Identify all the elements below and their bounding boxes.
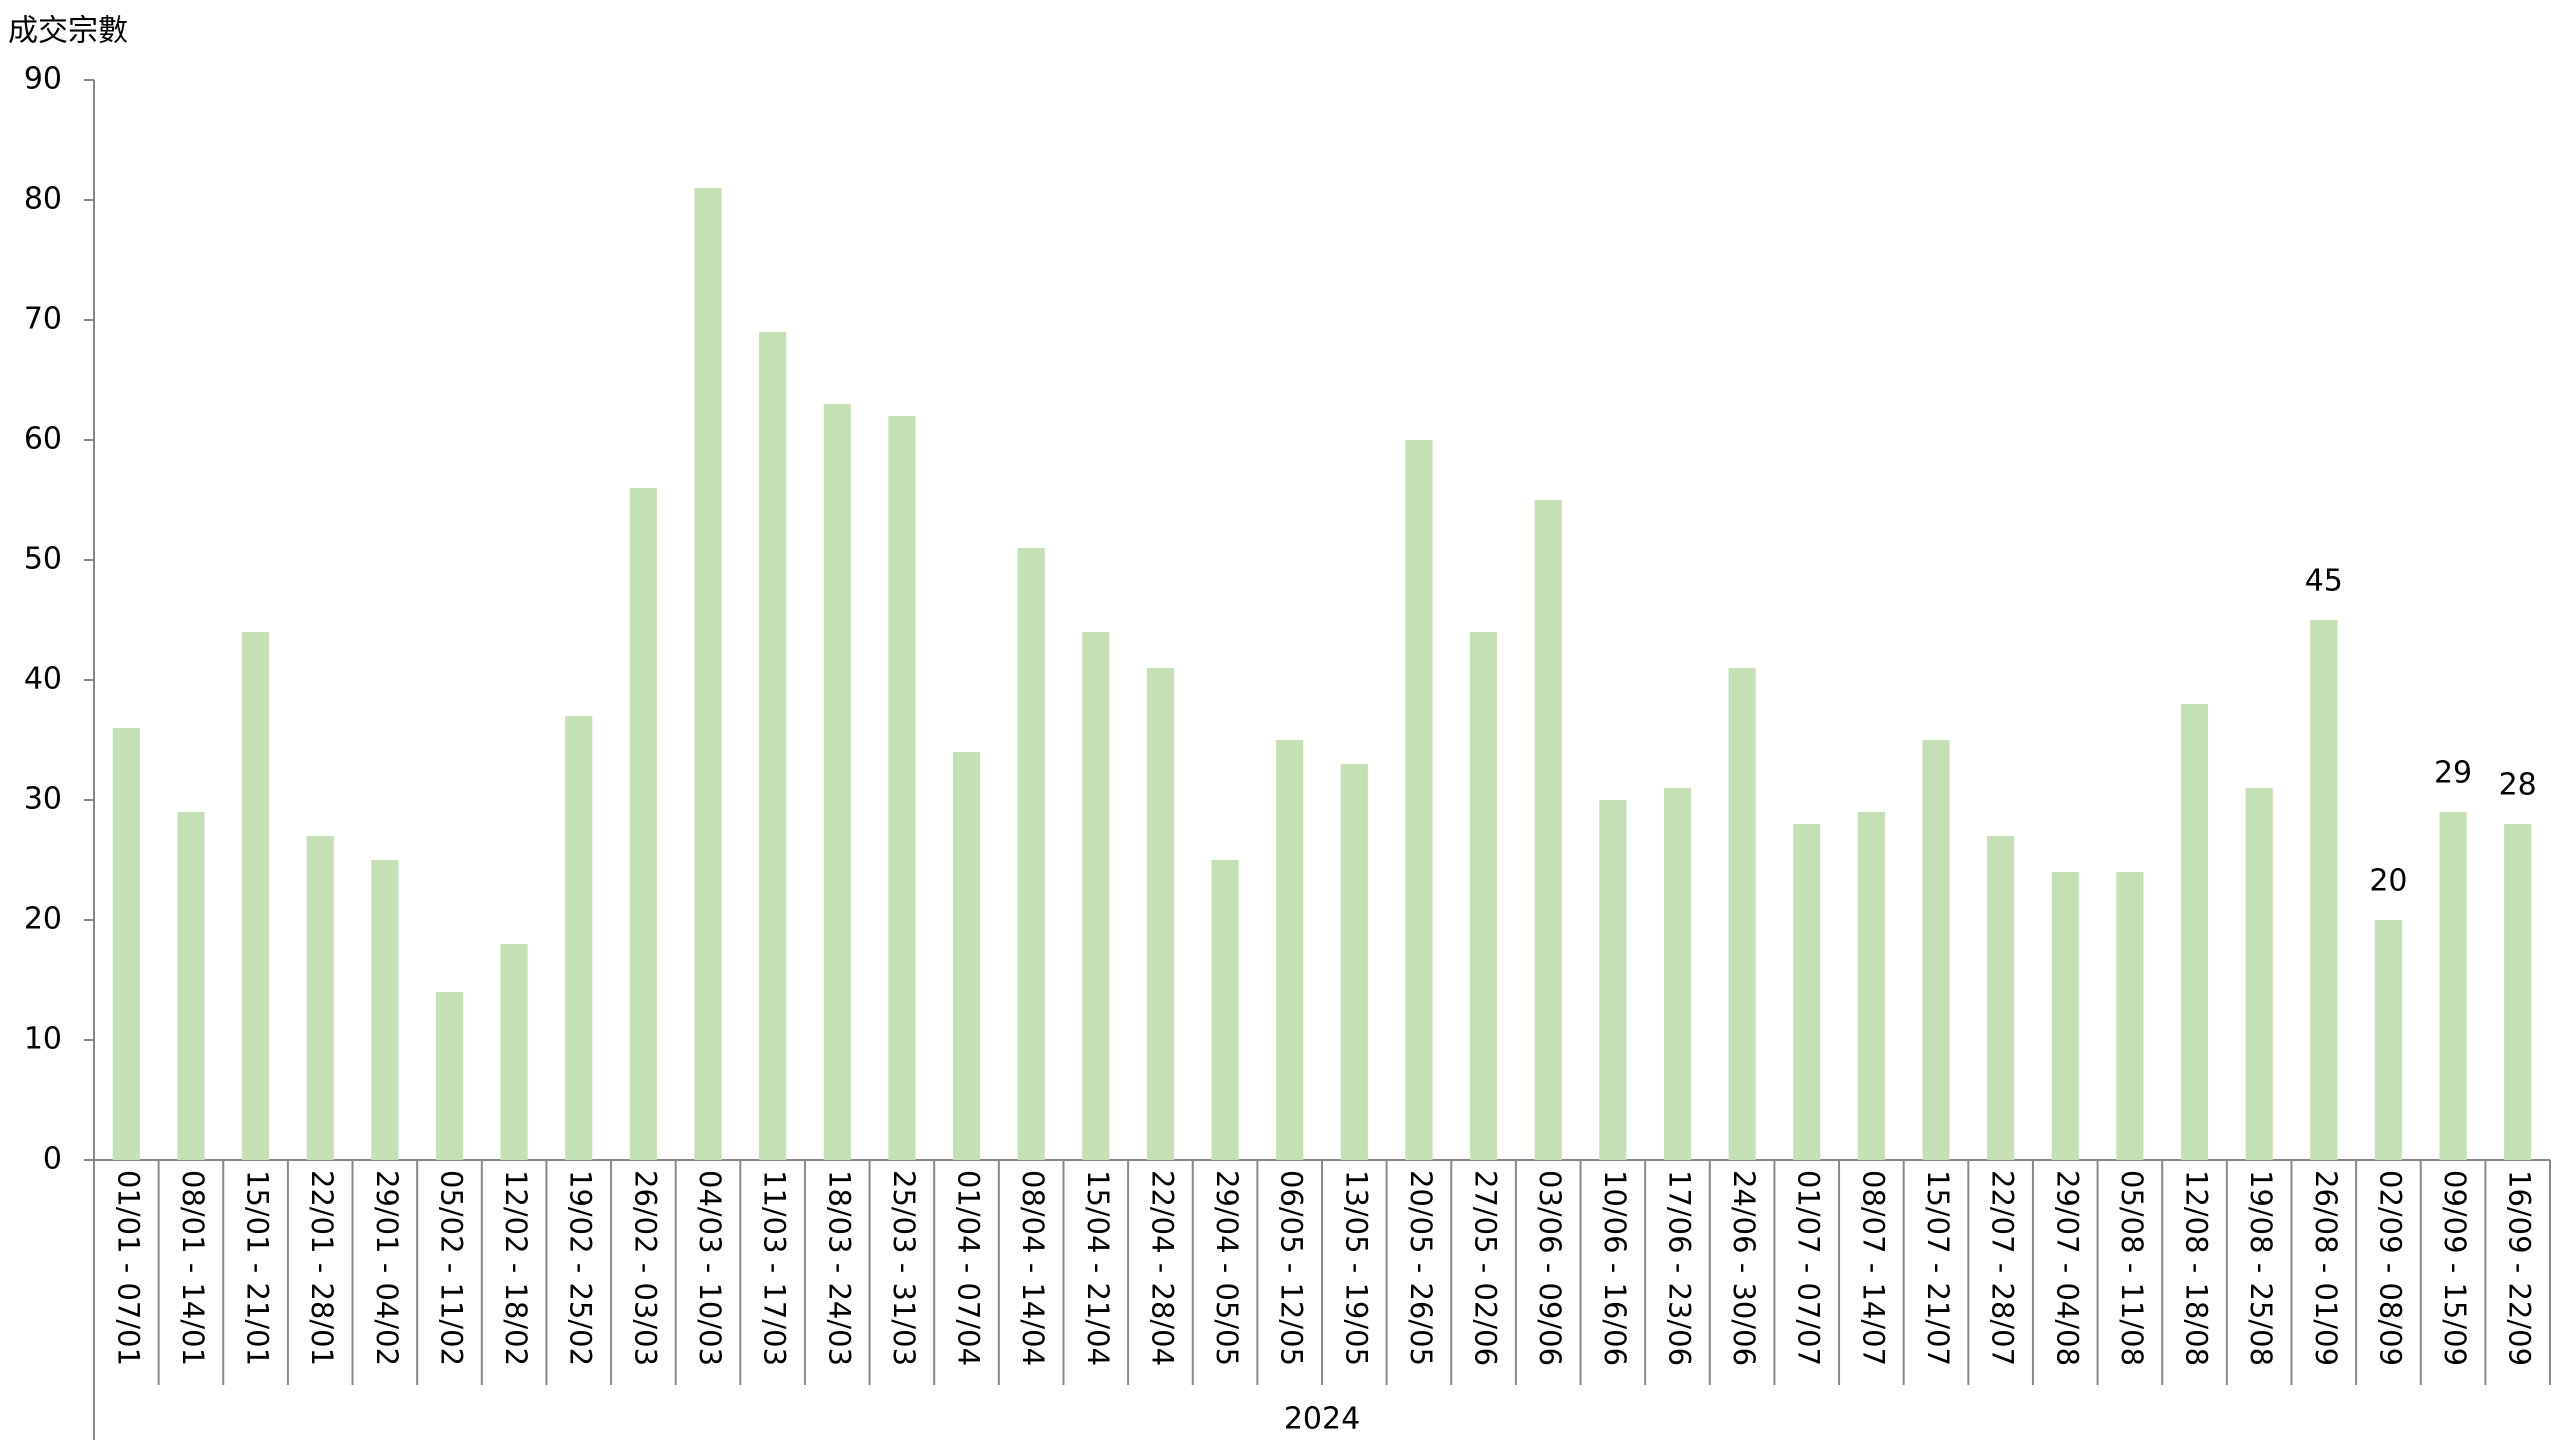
bar xyxy=(694,188,722,1160)
bar xyxy=(435,992,464,1160)
data-label: 45 xyxy=(2305,564,2343,599)
y-tick-label: 30 xyxy=(24,782,62,817)
bar xyxy=(629,488,657,1160)
x-tick-label: 09/09 - 15/09 xyxy=(2438,1170,2472,1366)
x-tick-label: 01/01 - 07/01 xyxy=(111,1170,145,1366)
x-tick-label: 06/05 - 12/05 xyxy=(1275,1170,1309,1366)
bar xyxy=(1405,440,1433,1160)
x-tick-label: 10/06 - 16/06 xyxy=(1598,1170,1632,1366)
bar xyxy=(1922,740,1950,1160)
data-label: 20 xyxy=(2369,864,2407,899)
bar xyxy=(2439,812,2467,1160)
bar xyxy=(306,836,334,1160)
y-tick-label: 90 xyxy=(24,62,62,97)
bar xyxy=(2245,788,2273,1160)
x-tick-label: 22/04 - 28/04 xyxy=(1145,1170,1179,1366)
bar xyxy=(2310,620,2338,1160)
y-tick-label: 20 xyxy=(24,902,62,937)
x-tick-label: 11/03 - 17/03 xyxy=(758,1170,792,1366)
bar xyxy=(1793,824,1821,1160)
x-tick-label: 26/08 - 01/09 xyxy=(2309,1170,2343,1366)
bar xyxy=(500,944,528,1160)
bar xyxy=(759,332,787,1160)
x-tick-label: 19/08 - 25/08 xyxy=(2244,1170,2278,1366)
bar xyxy=(1857,812,1885,1160)
y-tick-label: 70 xyxy=(24,302,62,337)
bar xyxy=(242,632,270,1160)
data-label: 28 xyxy=(2499,768,2537,803)
bar xyxy=(1599,800,1627,1160)
x-tick-label: 08/07 - 14/07 xyxy=(1856,1170,1890,1366)
group-label: 2024 xyxy=(1284,1402,1360,1437)
bar xyxy=(2504,824,2532,1160)
x-tick-label: 22/01 - 28/01 xyxy=(305,1170,339,1366)
y-tick-label: 10 xyxy=(24,1022,62,1057)
x-tick-label: 04/03 - 10/03 xyxy=(693,1170,727,1366)
bar xyxy=(1276,740,1304,1160)
y-axis-title: 成交宗數 xyxy=(8,14,128,49)
x-tick-label: 12/08 - 18/08 xyxy=(2180,1170,2214,1366)
bar xyxy=(1987,836,2015,1160)
x-tick-label: 02/09 - 08/09 xyxy=(2373,1170,2407,1366)
bar xyxy=(1340,764,1368,1160)
x-tick-label: 26/02 - 03/03 xyxy=(628,1170,662,1366)
bar xyxy=(1146,668,1174,1160)
x-tick-label: 12/02 - 18/02 xyxy=(499,1170,533,1366)
x-tick-label: 20/05 - 26/05 xyxy=(1404,1170,1438,1366)
bar xyxy=(112,728,140,1160)
x-tick-label: 29/07 - 04/08 xyxy=(2050,1170,2084,1366)
x-tick-label: 29/04 - 05/05 xyxy=(1210,1170,1244,1366)
x-tick-label: 01/07 - 07/07 xyxy=(1792,1170,1826,1366)
bar xyxy=(371,860,399,1160)
y-tick-label: 40 xyxy=(24,662,62,697)
y-tick-label: 60 xyxy=(24,422,62,457)
x-tick-label: 05/02 - 11/02 xyxy=(434,1170,468,1366)
x-tick-label: 24/06 - 30/06 xyxy=(1727,1170,1761,1366)
x-tick-label: 25/03 - 31/03 xyxy=(887,1170,921,1366)
bar xyxy=(888,416,916,1160)
bar xyxy=(2051,872,2079,1160)
y-tick-label: 0 xyxy=(43,1142,62,1177)
x-tick-label: 03/06 - 09/06 xyxy=(1533,1170,1567,1366)
bar xyxy=(565,716,593,1160)
x-tick-label: 19/02 - 25/02 xyxy=(564,1170,598,1366)
x-tick-label: 16/09 - 22/09 xyxy=(2503,1170,2537,1366)
x-tick-label: 15/01 - 21/01 xyxy=(241,1170,275,1366)
y-tick-label: 50 xyxy=(24,542,62,577)
x-tick-label: 29/01 - 04/02 xyxy=(370,1170,404,1366)
bar xyxy=(1017,548,1045,1160)
bar xyxy=(2116,872,2144,1160)
bar xyxy=(823,404,851,1160)
bar xyxy=(952,752,981,1160)
bar xyxy=(1470,632,1498,1160)
x-tick-label: 08/04 - 14/04 xyxy=(1016,1170,1050,1366)
x-tick-label: 27/05 - 02/06 xyxy=(1469,1170,1503,1366)
bar xyxy=(1211,860,1239,1160)
bar xyxy=(1534,500,1562,1160)
bar xyxy=(1663,788,1692,1160)
x-tick-label: 22/07 - 28/07 xyxy=(1986,1170,2020,1366)
x-tick-label: 15/04 - 21/04 xyxy=(1081,1170,1115,1366)
x-tick-label: 17/06 - 23/06 xyxy=(1662,1170,1696,1366)
x-tick-label: 13/05 - 19/05 xyxy=(1339,1170,1373,1366)
y-tick-label: 80 xyxy=(24,182,62,217)
bar xyxy=(2180,704,2209,1160)
bar xyxy=(177,812,205,1160)
x-tick-label: 05/08 - 11/08 xyxy=(2115,1170,2149,1366)
bar xyxy=(1082,632,1110,1160)
data-label: 29 xyxy=(2434,756,2472,791)
x-tick-label: 18/03 - 24/03 xyxy=(822,1170,856,1366)
x-tick-label: 08/01 - 14/01 xyxy=(176,1170,210,1366)
x-tick-label: 15/07 - 21/07 xyxy=(1921,1170,1955,1366)
x-tick-label: 01/04 - 07/04 xyxy=(952,1170,986,1366)
bar xyxy=(2374,920,2402,1160)
bar xyxy=(1728,668,1756,1160)
